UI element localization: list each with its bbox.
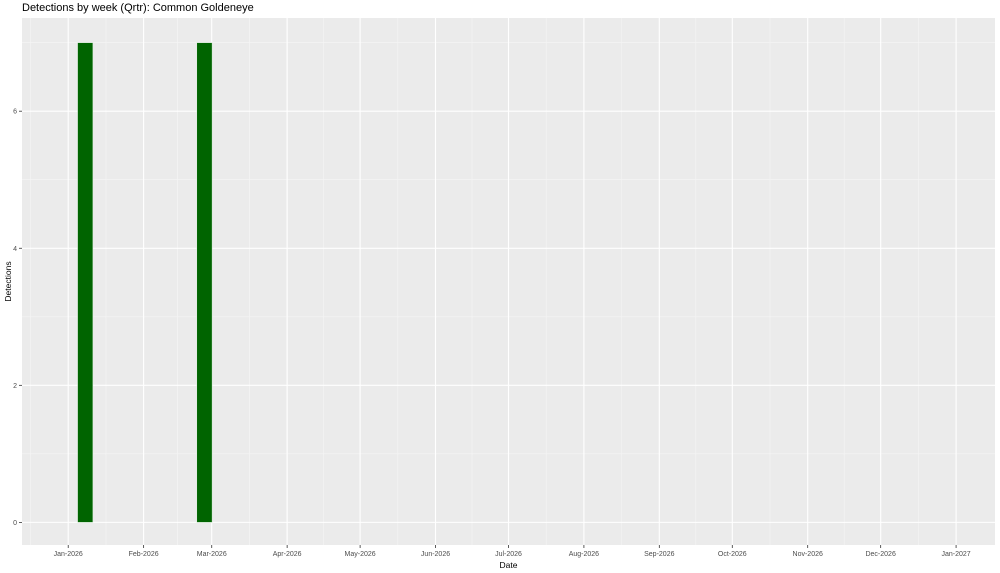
x-tick-label: Feb-2026 <box>129 551 159 558</box>
y-tick-label: 2 <box>13 383 17 390</box>
bar <box>77 42 94 523</box>
x-tick-label: Sep-2026 <box>644 551 674 558</box>
x-tick-label: Jan-2027 <box>941 551 970 558</box>
y-tick-label: 4 <box>13 246 17 253</box>
x-axis-label: Date <box>500 560 518 570</box>
x-tick-label: Nov-2026 <box>793 551 823 558</box>
x-tick-label: Jun-2026 <box>421 551 450 558</box>
y-axis-label: Detections <box>3 261 13 301</box>
y-tick-label: 0 <box>13 520 17 527</box>
x-tick-label: Oct-2026 <box>718 551 747 558</box>
chart-title: Detections by week (Qrtr): Common Golden… <box>22 2 254 14</box>
x-tick-label: Mar-2026 <box>197 551 227 558</box>
x-tick-label: May-2026 <box>345 551 376 558</box>
bar <box>196 42 213 523</box>
x-tick-label: Dec-2026 <box>865 551 895 558</box>
x-tick-label: Jan-2026 <box>54 551 83 558</box>
x-tick-label: Aug-2026 <box>569 551 599 558</box>
y-tick-label: 6 <box>13 109 17 116</box>
x-tick-label: Jul-2026 <box>495 551 522 558</box>
x-tick-label: Apr-2026 <box>273 551 302 558</box>
